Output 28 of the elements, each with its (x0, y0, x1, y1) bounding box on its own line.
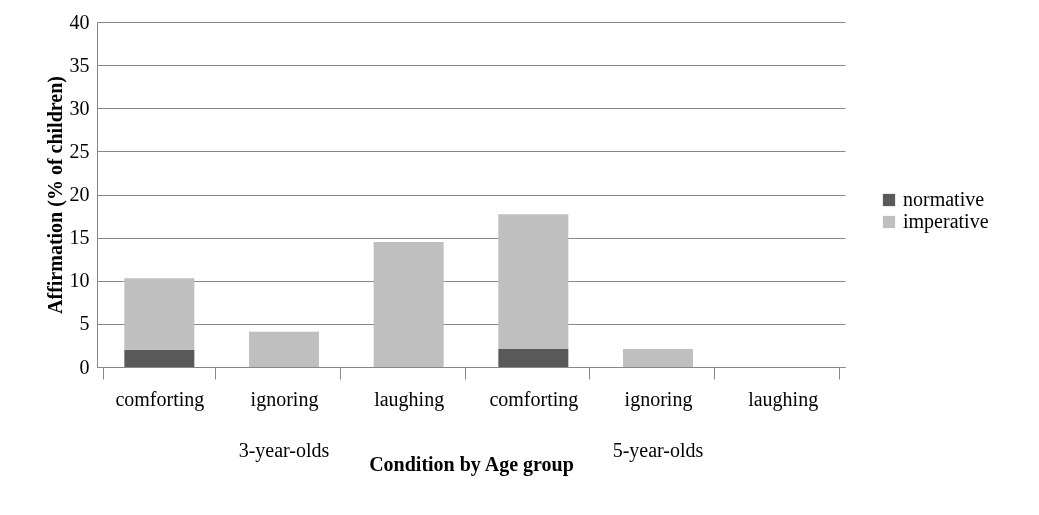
y-tick-label: 35 (69, 53, 90, 76)
x-tick-label: ignoring (624, 387, 693, 411)
y-tick-label: 30 (69, 96, 90, 119)
x-tick-label: ignoring (250, 387, 319, 411)
x-tick-label: comforting (489, 387, 579, 411)
y-tick-label: 0 (79, 355, 90, 378)
legend-label: normative (903, 188, 985, 210)
y-tick-label: 5 (79, 312, 90, 335)
x-axis-title: Condition by Age group (369, 452, 574, 476)
y-axis-title: Affirmation (% of children) (43, 76, 67, 314)
legend-label: imperative (903, 210, 989, 233)
bar (623, 348, 693, 367)
y-tick-label: 20 (69, 183, 90, 205)
bar (249, 331, 319, 367)
y-tick-label: 40 (69, 10, 90, 33)
x-tick-label: laughing (374, 387, 445, 411)
text: 5-year-olds (612, 439, 704, 462)
y-tick-label: 10 (69, 269, 90, 292)
x-tick-label: comforting (115, 387, 205, 411)
bar (498, 348, 569, 367)
bar (498, 214, 569, 349)
y-tick-label: 15 (69, 226, 90, 249)
text: 3-year-olds (238, 439, 330, 462)
y-tick-label: 25 (69, 139, 90, 162)
bar (373, 241, 444, 367)
x-tick-label: laughing (748, 387, 819, 411)
bar (124, 349, 195, 367)
bar (124, 278, 195, 350)
